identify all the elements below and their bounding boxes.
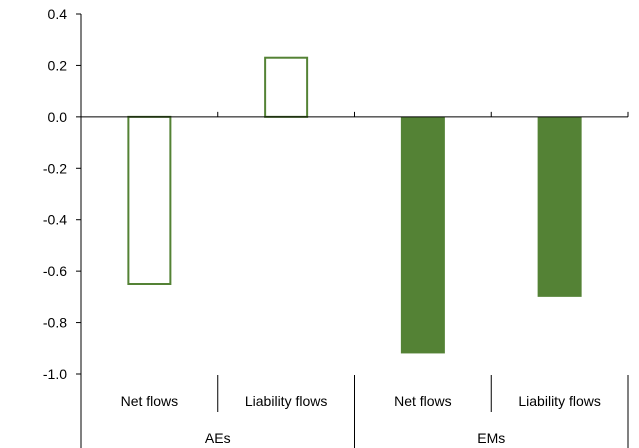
- x-group-label: EMs: [477, 430, 505, 446]
- category-labels: Net flows Liability flows Net flows Liabili…: [121, 375, 629, 448]
- axes: [80, 14, 629, 448]
- x-group-label: AEs: [205, 430, 231, 446]
- bar-3: [400, 116, 445, 354]
- bar-2: [264, 56, 309, 118]
- x-category-label: Liability flows: [518, 393, 600, 409]
- y-tick-label: -0.2: [43, 160, 67, 176]
- y-tick-label: 0.2: [48, 57, 68, 73]
- y-axis-ticks: 0.4 0.2 0.0 -0.2 -0.4 -0.6 -0.8 -1.0: [43, 6, 81, 382]
- y-tick-label: -1.0: [43, 366, 67, 382]
- bar-4: [537, 116, 582, 297]
- bar-1: [127, 115, 172, 285]
- x-category-label: Liability flows: [245, 393, 327, 409]
- bars: [127, 56, 582, 354]
- y-tick-label: -0.6: [43, 263, 67, 279]
- x-category-label: Net flows: [121, 393, 179, 409]
- y-tick-label: -0.8: [43, 315, 67, 331]
- x-category-label: Net flows: [394, 393, 452, 409]
- y-tick-label: 0.4: [48, 6, 68, 22]
- y-tick-label: -0.4: [43, 212, 67, 228]
- y-tick-label: 0.0: [48, 109, 68, 125]
